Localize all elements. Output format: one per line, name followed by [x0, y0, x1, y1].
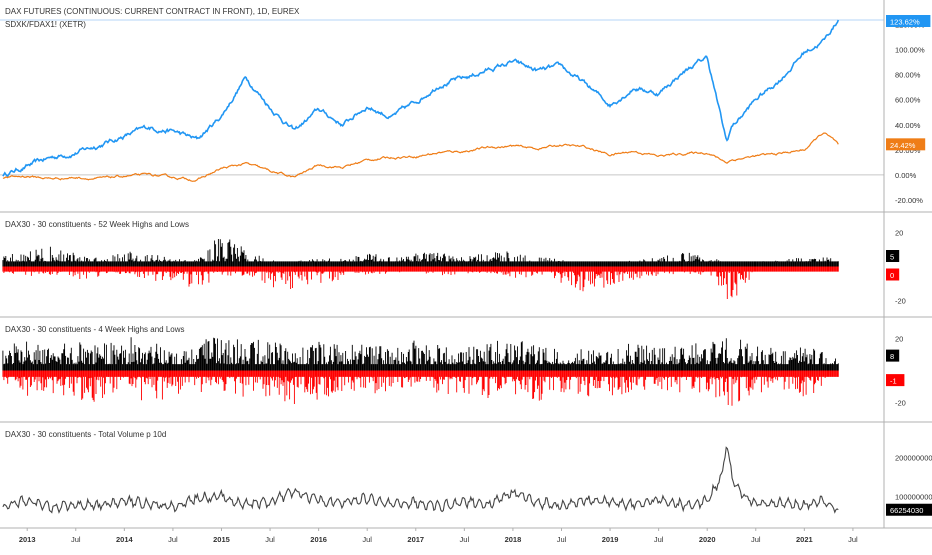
volume-last-value-badge [886, 503, 932, 516]
highs-last-value-1-badge [886, 250, 900, 262]
x-tick-label: 2021 [796, 535, 813, 544]
highs-bars[interactable] [2, 337, 839, 371]
x-tick-label: Jul [460, 535, 470, 544]
y-tick-label: 20 [895, 334, 903, 343]
fdax-last-value-badge [886, 138, 926, 151]
x-tick-label: 2016 [310, 535, 327, 544]
y-tick-label: 0.00% [895, 171, 917, 180]
x-tick-label: 2013 [19, 535, 36, 544]
x-tick-label: Jul [168, 535, 178, 544]
highs-lows-52w-title: DAX30 - 30 constituents - 52 Week Highs … [5, 220, 189, 229]
highs-last-value-1-badge-label: 5 [890, 253, 894, 262]
x-tick-label: Jul [654, 535, 664, 544]
highs-last-value-2-badge-label: 8 [890, 352, 894, 361]
lows-last-value-1-badge-label: 0 [890, 271, 894, 280]
x-tick-label: Jul [265, 535, 275, 544]
fdax-last-value-badge-label: 24.42% [890, 141, 916, 150]
lows-last-value-2-badge [886, 374, 905, 387]
sdxk-last-value-badge [886, 15, 931, 27]
volume-series-line[interactable] [2, 446, 839, 514]
x-tick-label: 2018 [505, 535, 522, 544]
x-tick-label: Jul [71, 535, 81, 544]
highs-bars[interactable] [2, 239, 839, 267]
highs-lows-4w-title: DAX30 - 30 constituents - 4 Week Highs a… [5, 325, 185, 334]
x-tick-label: 2014 [116, 535, 134, 544]
y-tick-label: -20 [895, 399, 906, 408]
x-tick-label: 2017 [407, 535, 424, 544]
y-tick-label: 20 [895, 229, 903, 238]
lows-last-value-2-badge-label: -1 [890, 377, 897, 386]
fdax-series-line[interactable] [2, 132, 839, 182]
x-tick-label: Jul [362, 535, 372, 544]
volume-last-value-badge-label: 66254030 [890, 506, 923, 515]
main-chart-title: DAX FUTURES (CONTINUOUS: CURRENT CONTRAC… [5, 7, 300, 16]
y-tick-label: 40.00% [895, 121, 921, 130]
sdxk-last-value-badge-label: 123.62% [890, 18, 920, 27]
y-tick-label: 100.00% [895, 46, 925, 55]
y-tick-label: 20.00% [895, 146, 921, 155]
y-tick-label: 100000000 [895, 493, 932, 502]
x-tick-label: Jul [557, 535, 567, 544]
lows-bars[interactable] [2, 370, 839, 406]
sdxk-series-line[interactable] [2, 19, 840, 178]
lows-bars[interactable] [2, 266, 839, 300]
x-tick-label: Jul [848, 535, 858, 544]
y-tick-label: 80.00% [895, 71, 921, 80]
x-tick-label: Jul [751, 535, 761, 544]
main-chart-subtitle: SDXK/FDAX1! (XETR) [5, 20, 86, 29]
y-tick-label: 200000000 [895, 453, 932, 462]
x-tick-label: 2020 [699, 535, 716, 544]
y-tick-label: 60.00% [895, 96, 921, 105]
highs-last-value-2-badge [886, 349, 900, 362]
x-tick-label: 2015 [213, 535, 230, 544]
y-tick-label: -20.00% [895, 196, 923, 205]
lows-last-value-1-badge [886, 268, 900, 281]
x-tick-label: 2019 [602, 535, 619, 544]
volume-title: DAX30 - 30 constituents - Total Volume p… [5, 430, 166, 439]
y-tick-label: -20 [895, 297, 906, 306]
